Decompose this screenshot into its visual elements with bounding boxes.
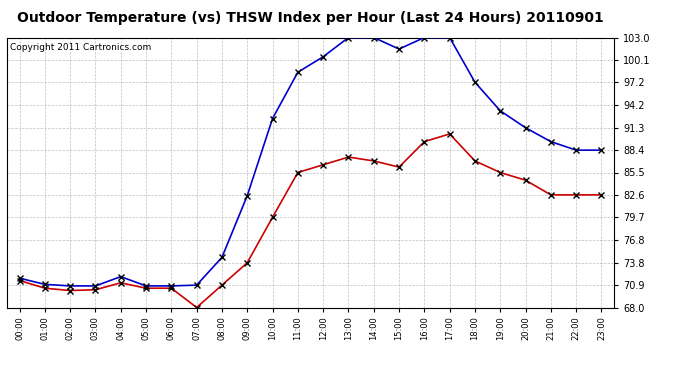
Text: Copyright 2011 Cartronics.com: Copyright 2011 Cartronics.com xyxy=(10,43,151,52)
Text: Outdoor Temperature (vs) THSW Index per Hour (Last 24 Hours) 20110901: Outdoor Temperature (vs) THSW Index per … xyxy=(17,11,604,25)
